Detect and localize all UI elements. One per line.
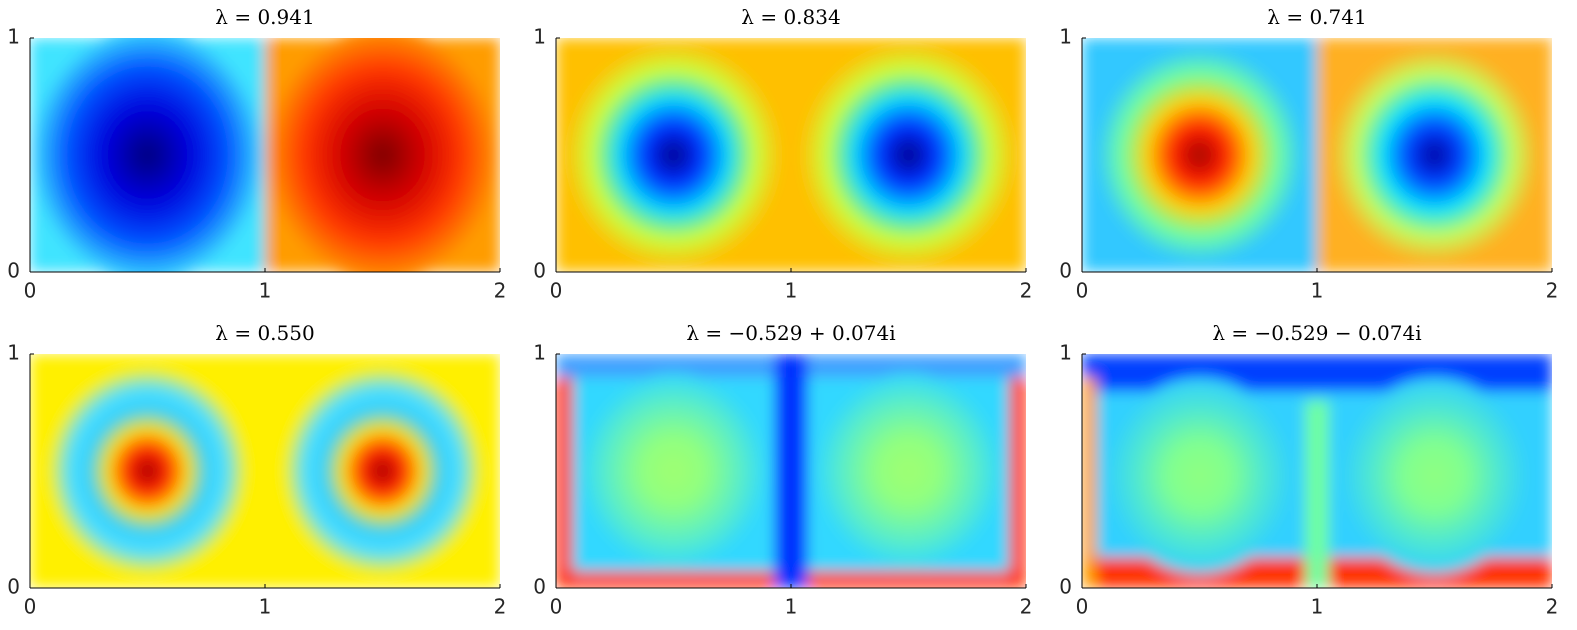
x-tick-label: 0 [1076,279,1089,303]
panel-title: λ = −0.529 − 0.074i [1212,321,1421,345]
panel-title: λ = −0.529 + 0.074i [686,321,895,345]
field-layers [30,38,500,272]
x-tick-label: 1 [1311,595,1324,619]
field-blob [1096,47,1303,263]
y-tick-label: 1 [7,25,20,49]
field-blob [30,38,265,272]
x-tick-label: 1 [259,595,272,619]
y-tick-label: 0 [533,259,546,283]
field-blob [1340,377,1529,574]
x-tick-label: 0 [550,595,563,619]
field-region [1082,354,1552,392]
heatmap-field [556,354,1026,588]
y-tick-label: 0 [7,575,20,599]
x-tick-label: 2 [494,279,507,303]
x-tick-label: 0 [550,279,563,303]
y-tick-label: 0 [1059,259,1072,283]
panel-title: λ = 0.550 [215,321,314,345]
heatmap-field [1082,354,1552,588]
field-blob [565,42,782,268]
field-blob [283,368,482,574]
field-blob [800,42,1017,268]
heatmap-field [30,354,500,588]
panel-title: λ = 0.741 [1267,5,1366,29]
field-blob [48,368,247,574]
y-tick-label: 1 [1059,341,1072,365]
y-tick-label: 1 [7,341,20,365]
field-region [1082,377,1097,588]
field-layers [556,38,1026,272]
y-tick-label: 0 [533,575,546,599]
x-tick-label: 2 [494,595,507,619]
x-tick-label: 2 [1546,279,1559,303]
x-tick-label: 1 [785,279,798,303]
field-blob [579,372,768,570]
x-tick-label: 1 [259,279,272,303]
y-tick-label: 1 [533,25,546,49]
field-blob [814,372,1003,570]
panel-title: λ = 0.941 [215,5,314,29]
panel-title: λ = 0.834 [741,5,840,29]
field-region [774,354,808,588]
x-tick-label: 2 [1546,595,1559,619]
field-layers [1082,354,1552,588]
field-layers [1082,38,1552,272]
heatmap-field [556,38,1026,272]
x-tick-label: 2 [1020,279,1033,303]
x-tick-label: 0 [24,279,37,303]
x-tick-label: 1 [785,595,798,619]
field-layers [30,354,500,588]
x-tick-label: 1 [1311,279,1324,303]
heatmap-field [1082,38,1552,272]
y-tick-label: 1 [1059,25,1072,49]
field-layers [556,354,1026,588]
x-tick-label: 2 [1020,595,1033,619]
x-tick-label: 0 [24,595,37,619]
y-tick-label: 0 [7,259,20,283]
x-tick-label: 0 [1076,595,1089,619]
y-tick-label: 1 [533,341,546,365]
field-blob [265,38,500,272]
field-blob [1105,377,1294,574]
y-tick-label: 0 [1059,575,1072,599]
field-blob [1331,47,1538,263]
field-region [1305,400,1329,588]
heatmap-field [30,38,500,272]
